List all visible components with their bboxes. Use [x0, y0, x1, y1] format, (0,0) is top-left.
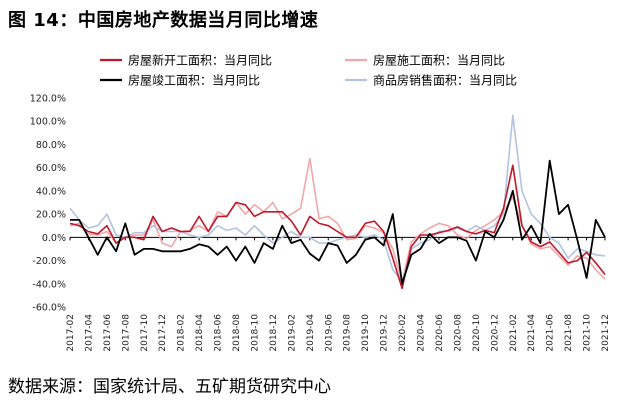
- y-axis: -60.0% -40.0% -20.0% 0.0% 20.0% 40.0% 60.0% 80.…: [30, 94, 66, 314]
- x-tick-label: 2018-12: [269, 314, 279, 352]
- x-tick-label: 2018-08: [232, 314, 242, 352]
- legend-label-0: 房屋新开工面积：当月同比: [128, 53, 272, 68]
- y-tick-label: -60.0%: [32, 303, 66, 314]
- x-tick-label: 2020-08: [453, 314, 463, 352]
- series-line-3: [69, 114, 606, 283]
- x-tick-label: 2017-02: [66, 314, 76, 352]
- source-note: 数据来源：国家统计局、五矿期货研究中心: [8, 377, 331, 397]
- y-tick-label: -40.0%: [32, 279, 66, 290]
- x-tick-label: 2019-04: [306, 314, 316, 352]
- x-tick-label: 2020-10: [472, 314, 482, 352]
- legend-label-2: 房屋竣工面积：当月同比: [128, 73, 260, 88]
- x-tick-label: 2021-10: [583, 314, 593, 352]
- figure-title: 图 14：中国房地产数据当月同比增速: [8, 10, 319, 31]
- x-tick-label: 2021-04: [527, 314, 537, 352]
- x-tick-label: 2017-04: [84, 314, 94, 352]
- x-tick-label: 2018-06: [214, 314, 224, 352]
- x-tick-label: 2021-12: [601, 314, 611, 352]
- x-tick-label: 2021-02: [509, 314, 519, 352]
- x-tick-label: 2017-06: [103, 314, 113, 352]
- x-tick-label: 2021-06: [546, 314, 556, 352]
- x-tick-label: 2019-02: [287, 314, 297, 352]
- x-tick-label: 2017-12: [158, 314, 168, 352]
- series-group: [69, 114, 606, 290]
- legend-label-3: 商品房销售面积：当月同比: [373, 73, 517, 88]
- y-tick-label: -20.0%: [32, 256, 66, 267]
- x-axis: 2017-02 2017-04 2017-06 2017-08 2017-10 2017-…: [66, 237, 611, 352]
- y-tick-label: 120.0%: [30, 94, 66, 105]
- x-tick-label: 2018-10: [250, 314, 260, 352]
- x-tick-label: 2019-10: [361, 314, 371, 352]
- x-tick-label: 2017-08: [121, 314, 131, 352]
- y-tick-label: 0.0%: [42, 233, 66, 244]
- y-tick-label: 100.0%: [30, 117, 66, 128]
- legend-label-1: 房屋施工面积：当月同比: [373, 53, 505, 68]
- x-tick-label: 2020-06: [435, 314, 445, 352]
- y-tick-label: 60.0%: [36, 163, 66, 174]
- x-tick-label: 2017-10: [140, 314, 150, 352]
- series-line-0: [69, 164, 606, 290]
- x-tick-label: 2019-08: [343, 314, 353, 352]
- x-tick-label: 2020-02: [398, 314, 408, 352]
- series-line-2: [70, 159, 606, 285]
- series-line-1: [69, 157, 606, 283]
- x-tick-label: 2018-04: [195, 314, 205, 352]
- x-tick-label: 2019-06: [324, 314, 334, 352]
- x-tick-label: 2020-04: [417, 314, 427, 352]
- y-tick-label: 40.0%: [36, 186, 66, 197]
- x-tick-label: 2018-02: [177, 314, 187, 352]
- y-tick-label: 80.0%: [36, 140, 66, 151]
- x-tick-label: 2019-12: [380, 314, 390, 352]
- x-tick-label: 2020-12: [490, 314, 500, 352]
- x-tick-label: 2021-08: [564, 314, 574, 352]
- y-tick-label: 20.0%: [36, 210, 66, 221]
